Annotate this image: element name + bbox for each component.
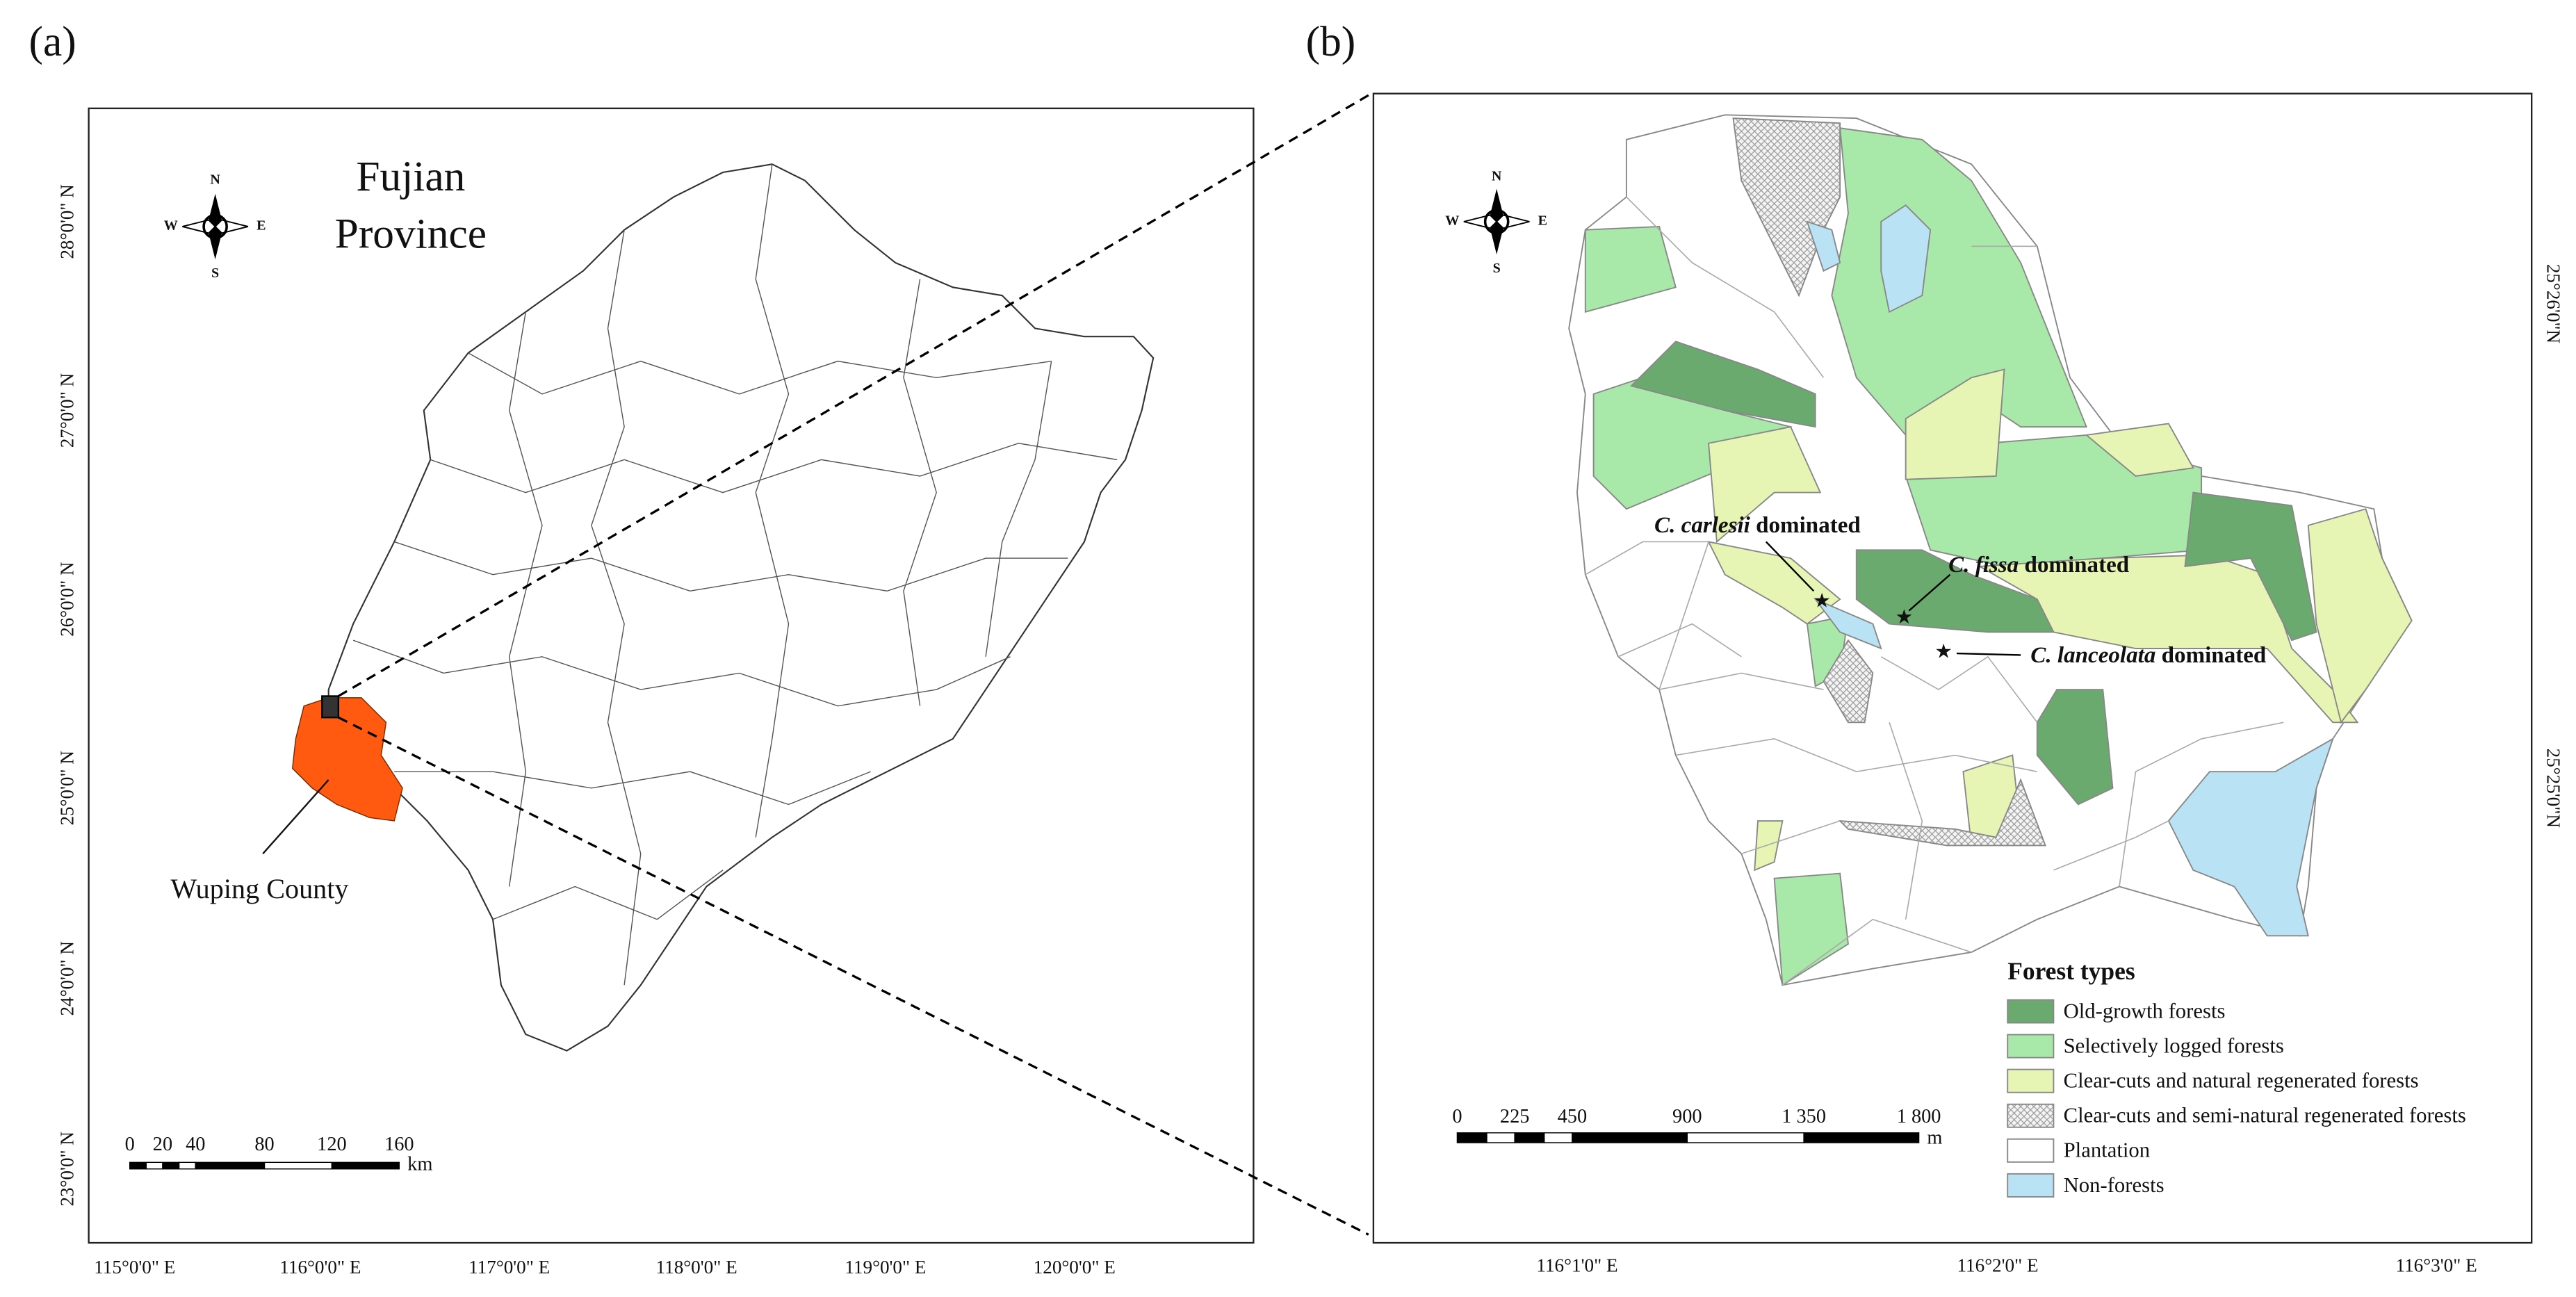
compass-label: S (211, 266, 219, 281)
x-coord-label: 116°1'0" E (1536, 1255, 1617, 1276)
scale-label: 0 (125, 1134, 135, 1155)
map-title: Fujian (356, 153, 465, 200)
x-coord-label: 116°3'0" E (2396, 1255, 2477, 1276)
x-coord-label: 115°0'0" E (94, 1257, 175, 1278)
x-coord-label: 120°0'0" E (1034, 1257, 1116, 1278)
legend-swatch (2007, 1138, 2055, 1163)
annotation-text: dominated (2162, 642, 2267, 667)
scale-unit: m (1927, 1127, 1942, 1149)
coordinate-labels: 115°0'0" E 116°0'0" E 117°0'0" E 118°0'0" E… (56, 184, 2563, 1278)
y-coord-label: 26°0'0" N (56, 562, 77, 637)
compass-label: E (256, 218, 266, 234)
zoom-line (338, 94, 1369, 697)
county-borders (352, 164, 1118, 986)
non-forest-patches (1806, 204, 2334, 937)
annotation-species: C. carlesii (1654, 513, 1751, 538)
study-area-box (321, 695, 340, 719)
county-label: Wuping County (170, 873, 348, 904)
y-coord-label: 24°0'0" N (56, 941, 77, 1016)
clear-cut-patches (1707, 368, 2413, 872)
compass-label: N (210, 172, 220, 187)
annotation-species: C. fissa (1948, 552, 2019, 577)
compass-label: W (1445, 213, 1459, 228)
legend-swatch (2007, 1068, 2055, 1093)
scale-label: 225 (1500, 1106, 1530, 1127)
compass-label: S (1493, 261, 1501, 276)
annotation: C. carlesii dominated (1654, 513, 1861, 538)
annotation: C. lanceolata dominated (2030, 642, 2267, 667)
legend: Old-growth forests Selectively logged for… (2007, 999, 2466, 1198)
legend-label: Plantation (2064, 1139, 2151, 1162)
scale-label: 0 (1452, 1106, 1462, 1127)
x-coord-label: 116°0'0" E (279, 1257, 361, 1278)
y-coord-label: 25°26'0"N (2543, 264, 2563, 343)
y-coord-label: 28°0'0" N (56, 184, 77, 259)
annotation-species: C. lanceolata (2030, 642, 2155, 667)
annotation-lines (1765, 541, 2021, 656)
y-coord-label: 25°25'0"N (2543, 749, 2563, 828)
scale-bar (1456, 1132, 1920, 1143)
province-outline (327, 163, 1155, 1052)
y-coord-label: 27°0'0" N (56, 373, 77, 448)
stand-borders (1585, 196, 2284, 986)
x-coord-label: 119°0'0" E (845, 1257, 926, 1278)
compass (1463, 188, 1530, 255)
scale-label: 80 (254, 1134, 274, 1155)
panel-label: (b) (1306, 18, 1356, 65)
legend-swatch (2007, 1034, 2055, 1059)
scale-label: 1 350 (1782, 1106, 1826, 1127)
legend-label: Clear-cuts and semi-natural regenerated … (2064, 1104, 2466, 1127)
y-coord-label: 25°0'0" N (56, 751, 77, 826)
x-coord-label: 117°0'0" E (468, 1257, 550, 1278)
sample-sites: ★ ★ ★ (1813, 590, 1952, 662)
old-growth-patches (1630, 341, 2317, 806)
scale-label: 450 (1558, 1106, 1588, 1127)
map-title: Province (335, 211, 487, 258)
map-frame (1372, 92, 2533, 1244)
svg-text:★: ★ (1813, 590, 1830, 612)
scale-label: 40 (186, 1134, 205, 1155)
scale-unit: km (407, 1154, 432, 1175)
compass-label: E (1538, 213, 1547, 228)
compass-label: N (1492, 169, 1502, 184)
svg-text:★: ★ (1934, 642, 1952, 663)
map-frame (88, 107, 1255, 1244)
leader-line (262, 779, 329, 855)
scale-bar (129, 1161, 400, 1170)
zoom-line (338, 716, 1369, 1236)
scale-label: 20 (153, 1134, 172, 1155)
legend-title: Forest types (2007, 957, 2135, 985)
x-coord-label: 118°0'0" E (656, 1257, 737, 1278)
compass (182, 193, 249, 260)
compass-label: W (164, 218, 178, 234)
x-coord-label: 116°2'0" E (1957, 1255, 2038, 1276)
legend-label: Old-growth forests (2064, 999, 2226, 1022)
annotation-text: dominated (1756, 513, 1861, 538)
annotation: C. fissa dominated (1948, 552, 2130, 577)
semi-natural-patches (1732, 117, 2046, 847)
scale-label: 120 (317, 1134, 347, 1155)
scale-label: 160 (384, 1134, 414, 1155)
legend-label: Non-forests (2064, 1173, 2165, 1197)
annotation-text: dominated (2024, 552, 2129, 577)
legend-label: Selectively logged forests (2064, 1034, 2284, 1057)
scale-label: 1 800 (1897, 1106, 1941, 1127)
scale-label: 900 (1672, 1106, 1702, 1127)
legend-label: Clear-cuts and natural regenerated fores… (2064, 1069, 2419, 1093)
panel-label: (a) (29, 18, 76, 65)
y-coord-label: 23°0'0" N (56, 1132, 77, 1207)
legend-swatch (2007, 1173, 2055, 1198)
legend-swatch (2007, 1103, 2055, 1128)
legend-swatch (2007, 999, 2055, 1024)
